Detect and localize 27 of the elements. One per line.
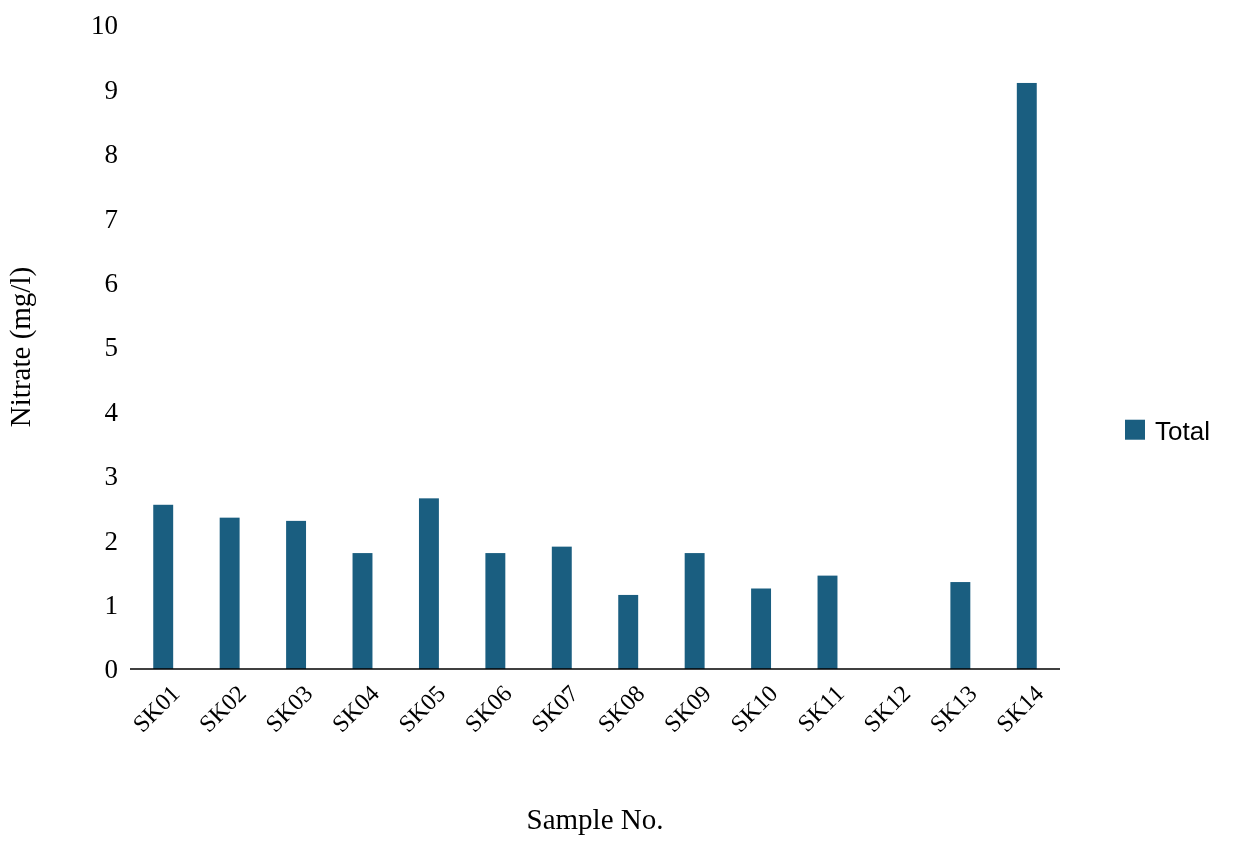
bar [950,582,971,669]
y-tick-label: 8 [104,139,118,170]
x-axis-title: Sample No. [526,803,664,835]
y-tick-label: 7 [104,203,118,234]
y-tick-label: 4 [104,396,119,427]
legend-label: Total [1155,415,1210,446]
bar [551,546,572,669]
bar [153,504,174,669]
bar [485,553,506,669]
y-tick-label: 6 [104,268,118,299]
bar [352,553,373,669]
bar [286,520,307,669]
y-tick-label: 10 [91,10,118,41]
bar [751,588,772,669]
y-axis-title: Nitrate (mg/l) [4,266,37,428]
y-tick-label: 0 [104,654,118,685]
bar [684,553,705,669]
y-tick-label: 1 [104,590,118,621]
bar [418,498,439,669]
y-tick-label: 9 [104,74,118,105]
bar [817,575,838,669]
y-tick-label: 3 [104,461,118,492]
bar [219,517,240,669]
y-tick-label: 5 [104,332,118,363]
bar [1016,82,1037,669]
bar [618,594,639,669]
y-tick-label: 2 [104,525,118,556]
